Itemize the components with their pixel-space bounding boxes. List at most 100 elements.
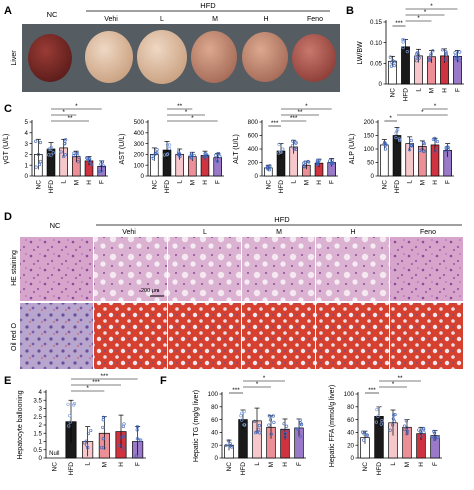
y-tick-label: 2 — [39, 422, 43, 429]
data-point — [38, 140, 43, 145]
he-image-vehi — [94, 237, 167, 301]
data-point — [397, 137, 401, 141]
y-tick-label: 800 — [248, 119, 259, 126]
x-tick-label: NC — [35, 180, 42, 190]
data-point — [119, 435, 123, 440]
data-point — [189, 155, 193, 160]
y-tick-label: 100 — [208, 391, 219, 398]
y-axis-label: Hepatic FFA (mmol/g liver) — [329, 385, 336, 467]
panel-a-nc-label: NC — [47, 10, 58, 19]
y-tick-label: 0 — [39, 455, 43, 462]
data-point — [415, 52, 419, 56]
x-tick-label: NC — [226, 462, 233, 472]
x-tick-label: HFD — [403, 88, 410, 102]
data-point — [62, 142, 66, 146]
data-point — [100, 169, 104, 173]
y-tick-label: 0.5 — [33, 447, 42, 454]
data-point — [418, 148, 422, 153]
null-label: Null — [49, 451, 59, 457]
y-tick-label: 400 — [134, 130, 145, 137]
x-tick-label: F — [99, 180, 106, 184]
panel-a-group-h: H — [263, 16, 268, 23]
y-tick-label: 5 — [25, 119, 29, 126]
y-tick-label: 300 — [134, 141, 145, 148]
y-tick-label: 0 — [379, 81, 383, 88]
he-image-m — [242, 237, 315, 301]
data-point — [49, 147, 53, 152]
y-tick-label: 0 — [255, 173, 259, 180]
data-point — [135, 428, 139, 432]
significance-label: ** — [397, 375, 403, 382]
x-tick-label: M — [429, 88, 436, 93]
data-point — [38, 159, 43, 164]
data-point — [315, 163, 320, 167]
data-point — [382, 142, 386, 146]
data-point — [86, 446, 90, 450]
x-tick-label: L — [85, 462, 92, 466]
data-point — [396, 127, 400, 132]
data-point — [455, 55, 460, 60]
data-point — [362, 430, 367, 434]
data-point — [257, 427, 261, 431]
data-point — [429, 54, 433, 58]
x-tick-label: L — [61, 180, 68, 184]
data-point — [99, 162, 103, 166]
y-tick-label: 0.15 — [370, 19, 383, 26]
data-point — [167, 146, 171, 151]
data-point — [306, 159, 310, 164]
data-point — [394, 131, 398, 135]
data-point — [155, 148, 159, 152]
x-tick-label: L — [416, 88, 423, 92]
y-tick-label: 100 — [364, 146, 375, 153]
panel-d-group-m: M — [276, 229, 282, 236]
data-point — [255, 430, 259, 434]
data-point — [432, 431, 437, 435]
panel-d-hfd-label: HFD — [274, 215, 290, 224]
data-point — [458, 59, 462, 63]
panel-letter: C — [4, 103, 12, 115]
liver-nc — [28, 34, 72, 82]
significance-label: *** — [92, 379, 100, 386]
y-tick-label: 0 — [215, 455, 219, 462]
x-tick-label: NC — [390, 88, 397, 98]
data-point — [420, 434, 424, 438]
data-point — [361, 430, 365, 434]
data-point — [267, 414, 271, 418]
data-point — [63, 153, 67, 157]
data-point — [303, 160, 307, 164]
x-tick-label: L — [390, 462, 397, 466]
data-point — [121, 424, 126, 429]
data-point — [446, 145, 450, 150]
panel-d-group-feno: Feno — [420, 229, 436, 236]
data-point — [283, 432, 287, 436]
data-point — [100, 160, 105, 164]
x-tick-label: L — [177, 180, 184, 184]
oil-image-h — [316, 303, 389, 369]
y-tick-label: 100 — [344, 391, 355, 398]
y-tick-label: 1 — [25, 162, 29, 169]
significance-label: *** — [290, 115, 298, 122]
data-point — [49, 153, 53, 157]
data-point — [281, 147, 285, 151]
data-point — [422, 427, 426, 431]
data-point — [430, 434, 434, 439]
data-point — [379, 422, 383, 426]
liver-h — [242, 32, 288, 82]
he-image-feno — [390, 237, 463, 301]
data-point — [433, 436, 437, 440]
y-tick-label: 3 — [25, 141, 29, 148]
data-point — [427, 58, 431, 63]
data-point — [121, 434, 125, 438]
x-tick-label: H — [118, 462, 125, 467]
data-point — [296, 427, 300, 431]
data-point — [240, 418, 244, 422]
x-tick-label: H — [442, 88, 449, 93]
data-point — [214, 153, 218, 157]
data-point — [290, 144, 295, 148]
data-point — [453, 51, 457, 55]
significance-label: *** — [232, 387, 240, 394]
data-point — [168, 143, 172, 147]
data-point — [135, 425, 140, 429]
